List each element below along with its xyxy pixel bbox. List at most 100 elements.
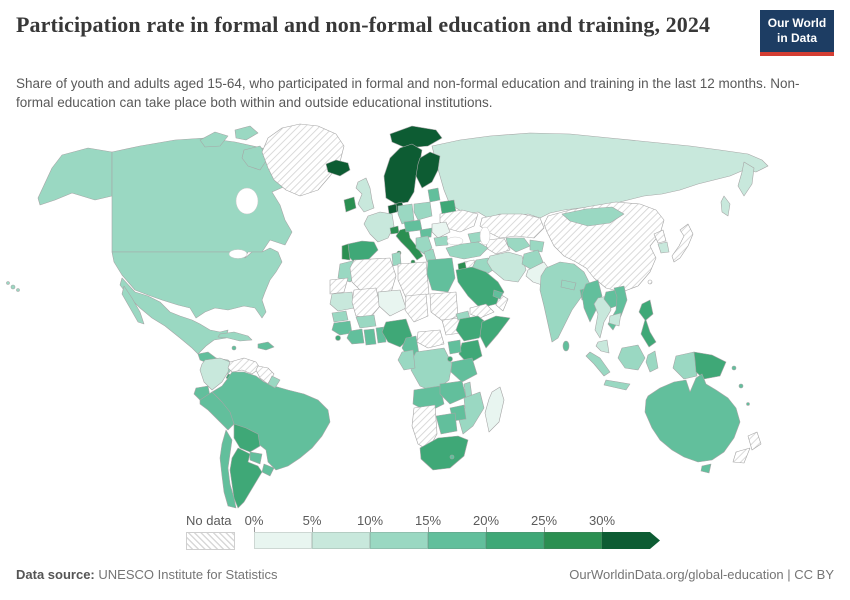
region-chad[interactable]	[404, 293, 429, 323]
legend-bin-25-30[interactable]	[544, 532, 602, 549]
region-nepal[interactable]	[560, 279, 577, 291]
region-japan[interactable]	[671, 223, 694, 263]
region-mauritania[interactable]	[329, 291, 355, 312]
region-turkey[interactable]	[445, 241, 489, 260]
owid-url-link[interactable]: OurWorldinData.org/global-education | CC…	[569, 567, 834, 582]
region-cuba[interactable]	[217, 331, 253, 342]
legend-bin-20-25[interactable]	[486, 532, 544, 549]
region-taiwan[interactable]	[647, 279, 653, 285]
region-svalbard[interactable]	[389, 125, 443, 149]
region-iran[interactable]	[486, 251, 527, 283]
region-java[interactable]	[603, 379, 631, 391]
region-hungary[interactable]	[419, 227, 433, 239]
region-jamaica[interactable]	[231, 345, 237, 351]
region-france[interactable]	[363, 211, 395, 243]
region-bolivia[interactable]	[233, 423, 261, 453]
region-alaska[interactable]	[37, 147, 113, 206]
region-tanzania[interactable]	[450, 357, 478, 383]
region-angola[interactable]	[412, 385, 445, 413]
legend-bin-30+[interactable]	[602, 532, 660, 549]
region-burkina-faso[interactable]	[355, 314, 377, 329]
region-greenland[interactable]	[261, 123, 345, 197]
legend-bin-15-20[interactable]	[428, 532, 486, 549]
region-netherlands-belgium[interactable]	[387, 203, 398, 215]
region-arctic-island-1[interactable]	[199, 131, 229, 148]
region-china[interactable]	[543, 201, 665, 293]
region-baja-california[interactable]	[121, 285, 145, 325]
region-papua-new-guinea[interactable]	[693, 351, 727, 380]
region-iceland[interactable]	[325, 159, 351, 177]
region-bulgaria[interactable]	[433, 235, 449, 247]
region-paraguay[interactable]	[249, 451, 263, 465]
region-australia[interactable]	[644, 373, 741, 463]
region-laos[interactable]	[603, 289, 620, 309]
region-hawaii-2[interactable]	[10, 284, 16, 290]
region-somalia[interactable]	[479, 315, 511, 349]
region-west-papua[interactable]	[672, 351, 698, 380]
region-peru[interactable]	[199, 391, 235, 431]
region-sierra-leone[interactable]	[335, 335, 341, 341]
region-zambia[interactable]	[439, 380, 467, 405]
region-western-sahara[interactable]	[329, 277, 349, 295]
region-cambodia[interactable]	[608, 312, 622, 327]
region-india[interactable]	[539, 261, 591, 343]
region-united-kingdom[interactable]	[355, 177, 375, 213]
legend-bin-5-10[interactable]	[312, 532, 370, 549]
region-vanuatu[interactable]	[738, 383, 744, 389]
region-sudan[interactable]	[429, 291, 459, 323]
region-kyrgyzstan-tajikistan[interactable]	[529, 239, 545, 253]
region-united-arab-emirates[interactable]	[492, 289, 504, 300]
region-fiji[interactable]	[746, 402, 750, 406]
region-philippines[interactable]	[638, 299, 657, 348]
region-solomon-islands[interactable]	[731, 365, 737, 371]
region-tasmania[interactable]	[700, 463, 712, 474]
region-romania[interactable]	[431, 221, 451, 239]
region-yemen[interactable]	[469, 303, 495, 319]
region-uganda[interactable]	[447, 339, 462, 355]
region-madagascar[interactable]	[484, 386, 505, 433]
region-myanmar[interactable]	[581, 279, 603, 323]
region-norway-sweden[interactable]	[383, 143, 423, 205]
region-new-zealand-north[interactable]	[747, 431, 762, 451]
legend-bin-10-15[interactable]	[370, 532, 428, 549]
region-ireland[interactable]	[343, 196, 357, 213]
region-hispaniola[interactable]	[257, 341, 275, 351]
region-north-korea[interactable]	[653, 229, 667, 244]
region-libya[interactable]	[397, 261, 430, 299]
region-poland[interactable]	[413, 201, 433, 221]
region-borneo[interactable]	[617, 344, 646, 371]
region-united-states[interactable]	[111, 247, 283, 319]
region-south-korea[interactable]	[657, 241, 670, 254]
region-colombia[interactable]	[199, 357, 231, 391]
region-central-african-republic[interactable]	[416, 329, 445, 349]
region-ghana[interactable]	[363, 328, 377, 346]
region-sulawesi[interactable]	[645, 350, 659, 373]
region-finland[interactable]	[415, 151, 441, 189]
region-kamchatka[interactable]	[737, 161, 755, 197]
region-venezuela[interactable]	[227, 357, 261, 375]
region-hawaii-1[interactable]	[6, 281, 10, 285]
region-botswana[interactable]	[435, 412, 458, 435]
region-baltic-states[interactable]	[427, 187, 441, 203]
region-portugal[interactable]	[341, 243, 351, 261]
region-senegal[interactable]	[331, 310, 349, 323]
region-nigeria[interactable]	[381, 318, 413, 348]
legend-no-data-swatch[interactable]	[186, 532, 235, 550]
region-sakhalin[interactable]	[720, 195, 731, 217]
legend-bin-0-5[interactable]	[254, 532, 312, 549]
region-mongolia[interactable]	[561, 206, 625, 227]
region-arctic-island-2[interactable]	[234, 125, 259, 141]
region-austria-czechia[interactable]	[403, 219, 423, 233]
region-guinea[interactable]	[331, 320, 353, 336]
region-argentina[interactable]	[229, 447, 263, 509]
region-egypt[interactable]	[426, 257, 456, 293]
region-chile[interactable]	[219, 429, 237, 509]
region-sumatra[interactable]	[585, 351, 611, 377]
region-italy[interactable]	[395, 227, 424, 261]
region-uzbekistan[interactable]	[505, 237, 531, 253]
region-hawaii-3[interactable]	[16, 288, 20, 292]
owid-logo[interactable]: Our World in Data	[760, 10, 834, 56]
region-new-zealand-south[interactable]	[732, 447, 751, 464]
region-uruguay[interactable]	[261, 463, 275, 477]
region-french-guiana[interactable]	[267, 375, 281, 389]
